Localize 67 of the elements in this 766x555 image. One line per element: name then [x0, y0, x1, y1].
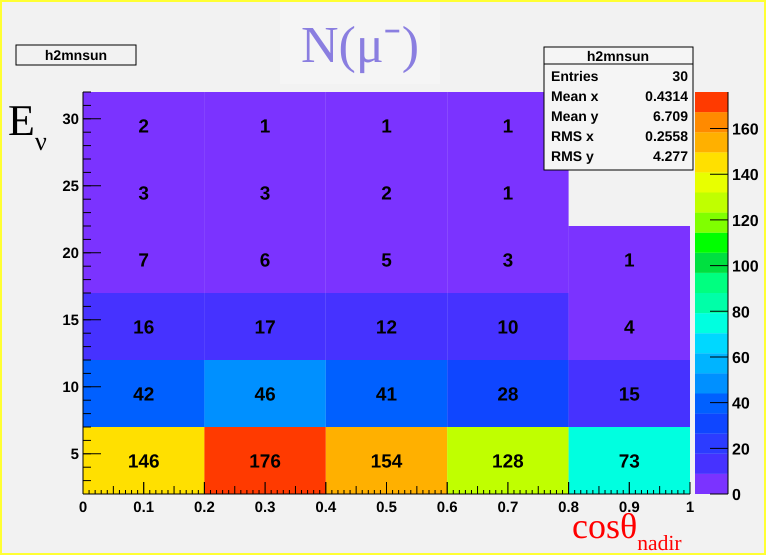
text: h2mnsun [44, 47, 108, 63]
data-label: 3 [260, 184, 270, 204]
data-label: 15 [618, 384, 640, 406]
chart-title: N(μ⁻) [300, 17, 420, 74]
data-label: 42 [133, 384, 154, 406]
color-bar-label: 80 [732, 304, 750, 322]
data-label: 10 [497, 318, 518, 338]
color-bar-label: 160 [732, 122, 759, 139]
annotation: 0.2558 [645, 128, 688, 144]
text: 30 [672, 68, 688, 84]
x-tick-label: 0.6 [436, 499, 458, 516]
data-label: 4 [624, 318, 636, 338]
y-axis-title: E$_{ν}$ [8, 96, 47, 156]
annotation: 6.709 [652, 108, 688, 124]
annotation: 0.4314 [645, 88, 688, 104]
y-tick-label: 20 [62, 244, 79, 262]
x-tick-label: 0.3 [254, 499, 276, 516]
data-label: 1 [381, 116, 392, 138]
data-label: 3 [502, 250, 514, 272]
data-label: 176 [249, 452, 281, 472]
annotation: 4.277 [652, 148, 688, 164]
x-tick-label: 0.8 [558, 499, 580, 516]
color-bar-label: 60 [732, 350, 750, 367]
text: Entries [551, 68, 599, 84]
x-tick-label: 0.5 [376, 499, 397, 516]
data-label: 73 [618, 452, 640, 472]
data-label: 146 [128, 452, 160, 472]
data-label: 128 [492, 452, 524, 472]
color-bar-label: 100 [732, 258, 759, 276]
data-label: 2 [138, 116, 149, 138]
x-tick-label: 1 [686, 499, 694, 516]
color-bar-label: 40 [732, 396, 750, 413]
text: h2mnsun [586, 48, 650, 64]
data-label: 7 [138, 250, 149, 272]
data-label: 2 [381, 184, 392, 204]
data-label: 1 [624, 250, 636, 272]
data-label: 17 [254, 318, 276, 338]
color-bar-label: 0 [732, 487, 741, 504]
color-bar-label: 140 [732, 167, 759, 184]
data-label: 16 [133, 318, 154, 338]
x-tick-label: 0.2 [194, 499, 215, 516]
x-tick-label: 0 [78, 499, 88, 516]
data-label: 6 [260, 250, 270, 272]
annotation: Mean y [551, 108, 599, 124]
annotation: RMS x [551, 128, 594, 144]
annotation: Mean x [551, 88, 599, 104]
color-bar-label: 120 [732, 212, 759, 230]
data-label: 1 [502, 116, 514, 138]
annotation: RMS y [551, 148, 594, 164]
color-bar-label: 20 [732, 441, 750, 458]
x-tick-label: 0.7 [497, 499, 518, 516]
y-tick-label: 25 [62, 178, 79, 195]
x-tick-label: 0.4 [315, 499, 337, 516]
y-tick-label: 30 [62, 110, 79, 128]
data-label: 154 [370, 452, 403, 472]
data-label: 12 [376, 318, 398, 338]
data-label: 1 [260, 116, 271, 138]
y-tick-label: 10 [62, 378, 79, 396]
y-tick-label: 5 [70, 446, 79, 463]
data-label: 28 [497, 384, 518, 406]
x-tick-label: 0.1 [133, 499, 154, 516]
data-label: 46 [254, 384, 276, 406]
data-label: 5 [381, 250, 392, 272]
data-label: 41 [376, 384, 398, 406]
y-tick-label: 15 [62, 312, 79, 329]
data-label: 1 [502, 184, 514, 204]
data-label: 3 [138, 184, 149, 204]
